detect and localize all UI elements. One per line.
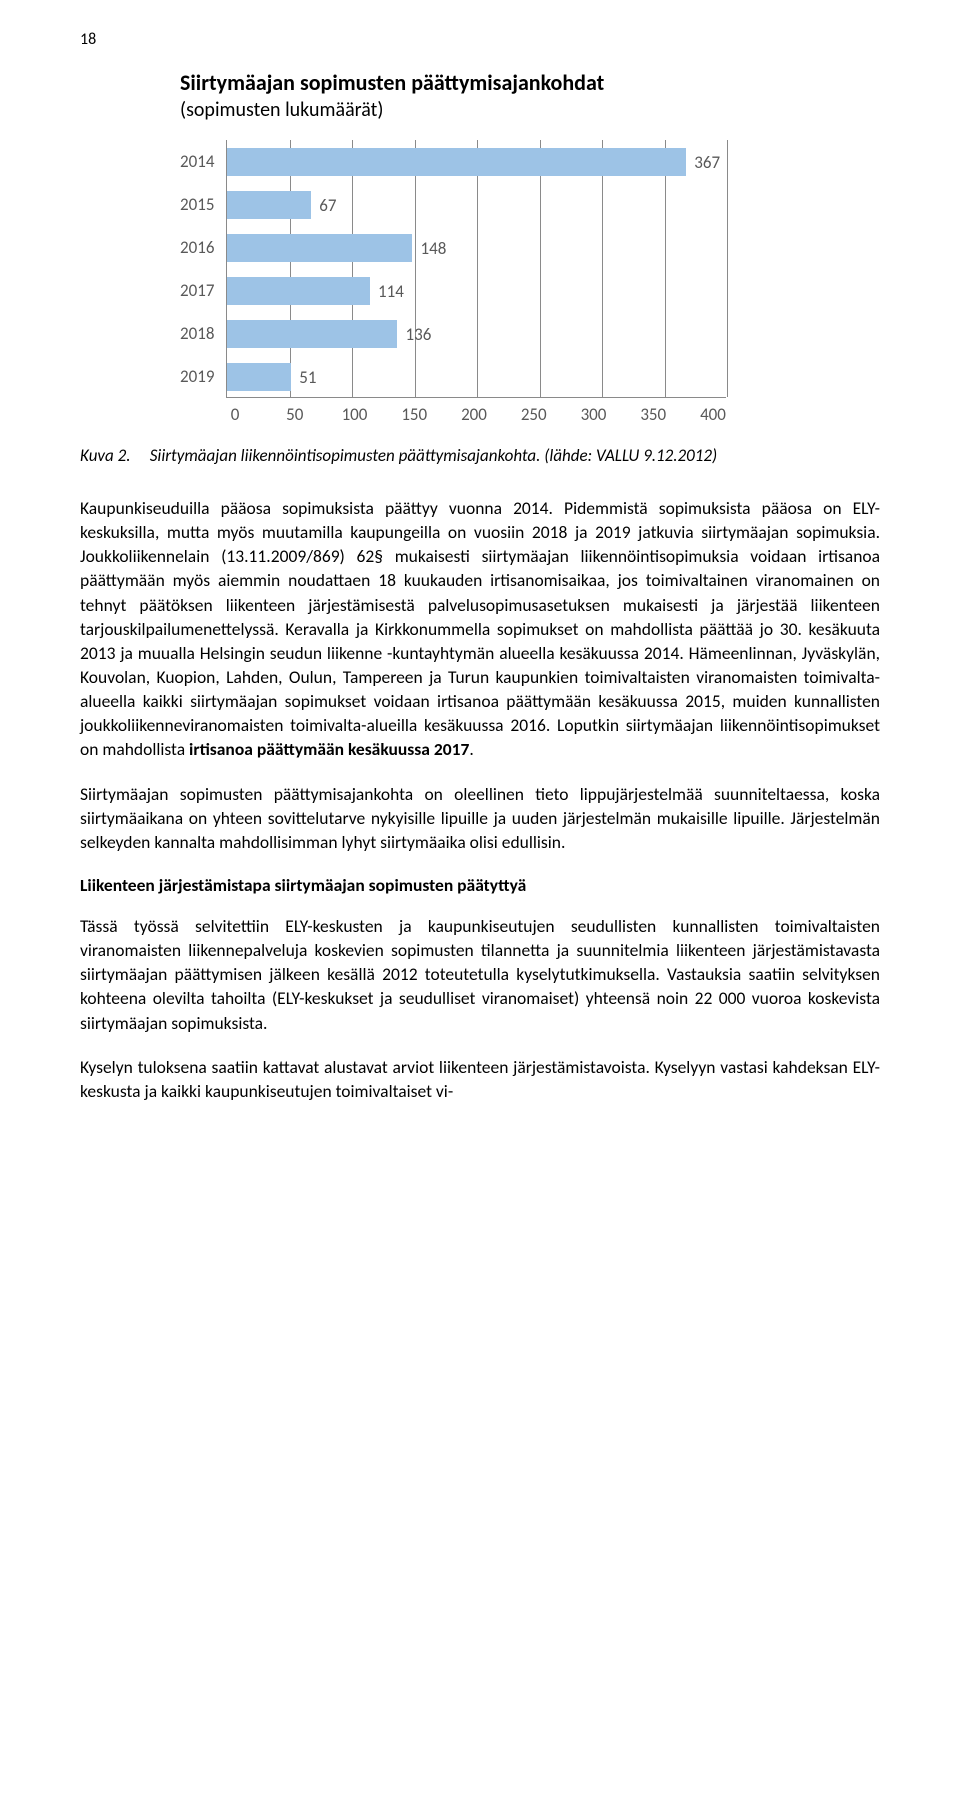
- chart-gridline: [290, 140, 291, 397]
- chart-gridline: [352, 140, 353, 397]
- x-tick-label: 350: [638, 404, 668, 425]
- bar-value-label: 136: [405, 324, 431, 345]
- x-tick-label: 400: [698, 404, 728, 425]
- chart-gridline: [665, 140, 666, 397]
- caption-prefix: Kuva 2.: [80, 445, 131, 466]
- x-tick-label: 250: [519, 404, 549, 425]
- para1-bold: irtisanoa päättymään kesäkuussa 2017: [189, 738, 469, 760]
- paragraph-1: Kaupunkiseuduilla pääosa sopimuksista pä…: [80, 496, 880, 762]
- y-tick-label: 2016: [180, 237, 214, 258]
- x-tick-label: 50: [280, 404, 310, 425]
- bar-row: 136: [227, 320, 431, 348]
- y-tick-label: 2014: [180, 151, 214, 172]
- bar-row: 51: [227, 363, 316, 391]
- y-tick-label: 2015: [180, 194, 214, 215]
- bar-value-label: 148: [420, 238, 446, 259]
- para1-b: .: [469, 738, 473, 760]
- bar-value-label: 114: [378, 281, 404, 302]
- bar: [227, 148, 686, 176]
- bar-row: 67: [227, 191, 336, 219]
- y-tick-label: 2019: [180, 366, 214, 387]
- chart-gridline: [477, 140, 478, 397]
- bar: [227, 277, 370, 305]
- bar-value-label: 51: [299, 367, 316, 388]
- x-tick-label: 150: [399, 404, 429, 425]
- chart-gridline: [727, 140, 728, 397]
- chart-container: Siirtymäajan sopimusten päättymisajankoh…: [180, 69, 760, 425]
- page-number: 18: [80, 30, 880, 49]
- x-tick-label: 200: [459, 404, 489, 425]
- chart-gridline: [602, 140, 603, 397]
- bar-value-label: 367: [694, 152, 720, 173]
- chart-plot: 367 67 148 114 136 51: [226, 140, 726, 398]
- y-tick-label: 2018: [180, 323, 214, 344]
- figure-caption: Kuva 2. Siirtymäajan liikennöintisopimus…: [80, 445, 880, 466]
- bar: [227, 191, 311, 219]
- bar-value-label: 67: [319, 195, 336, 216]
- x-tick-label: 100: [340, 404, 370, 425]
- paragraph-3: Tässä työssä selvitettiin ELY-keskusten …: [80, 914, 880, 1035]
- chart-gridline: [540, 140, 541, 397]
- bar-row: 114: [227, 277, 403, 305]
- bar: [227, 363, 291, 391]
- x-axis-labels: 050100150200250300350400: [228, 404, 728, 425]
- y-axis-labels: 2014 2015 2016 2017 2018 2019: [180, 140, 226, 398]
- x-tick-label: 300: [579, 404, 609, 425]
- bar: [227, 234, 412, 262]
- para1-a: Kaupunkiseuduilla pääosa sopimuksista pä…: [80, 497, 880, 760]
- paragraph-4: Kyselyn tuloksena saatiin kattavat alust…: [80, 1055, 880, 1103]
- chart-gridline: [415, 140, 416, 397]
- x-tick-label: 0: [220, 404, 250, 425]
- chart-subtitle: (sopimusten lukumäärät): [180, 98, 760, 122]
- section-heading: Liikenteen järjestämistapa siirtymäajan …: [80, 874, 880, 896]
- bar-row: 367: [227, 148, 720, 176]
- caption-text: Siirtymäajan liikennöintisopimusten päät…: [150, 445, 717, 466]
- y-tick-label: 2017: [180, 280, 214, 301]
- chart-title: Siirtymäajan sopimusten päättymisajankoh…: [180, 69, 760, 96]
- bar: [227, 320, 397, 348]
- bar-row: 148: [227, 234, 446, 262]
- chart-area: 2014 2015 2016 2017 2018 2019 367 67 148 114 136 5…: [180, 140, 760, 398]
- paragraph-2: Siirtymäajan sopimusten päättymisajankoh…: [80, 782, 880, 854]
